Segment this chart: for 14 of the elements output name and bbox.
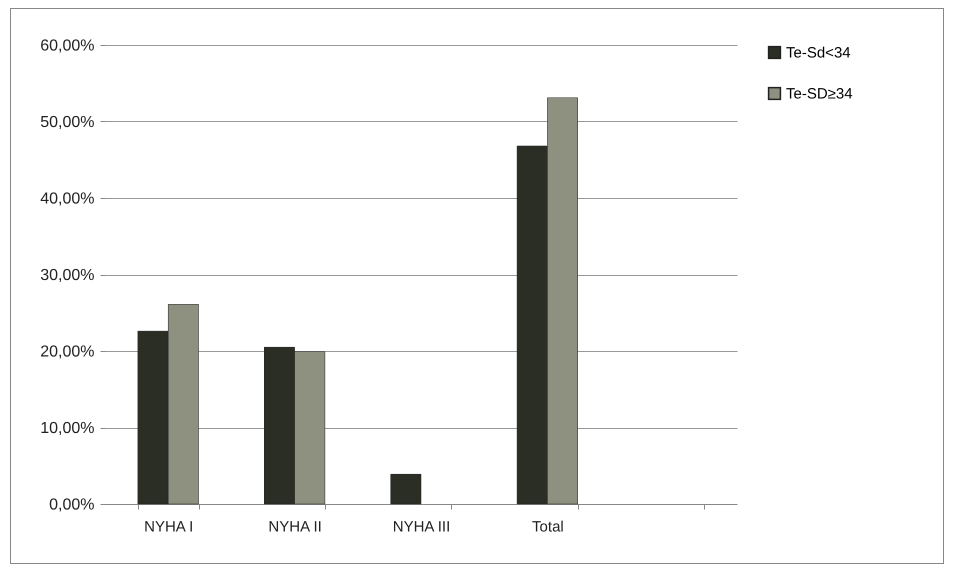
y-tick-label: 50,00% [40, 114, 94, 131]
y-tick-label: 60,00% [40, 38, 94, 54]
y-tick-label: 30,00% [40, 267, 94, 284]
bar [390, 474, 422, 504]
x-tick-label: Total [532, 518, 564, 536]
y-tick-label: 10,00% [40, 420, 94, 437]
x-tick-label: NYHA II [268, 518, 322, 536]
y-tick-label: 0,00% [49, 496, 94, 514]
x-tick-label: NYHA I [144, 518, 194, 536]
y-tick-label: 20,00% [40, 344, 94, 360]
y-tick-label: 40,00% [40, 190, 94, 208]
legend-label: Te-Sd<34 [786, 44, 851, 62]
x-tick-label: NYHA III [392, 518, 450, 536]
legend-label: Te-SD≥34 [786, 86, 853, 102]
